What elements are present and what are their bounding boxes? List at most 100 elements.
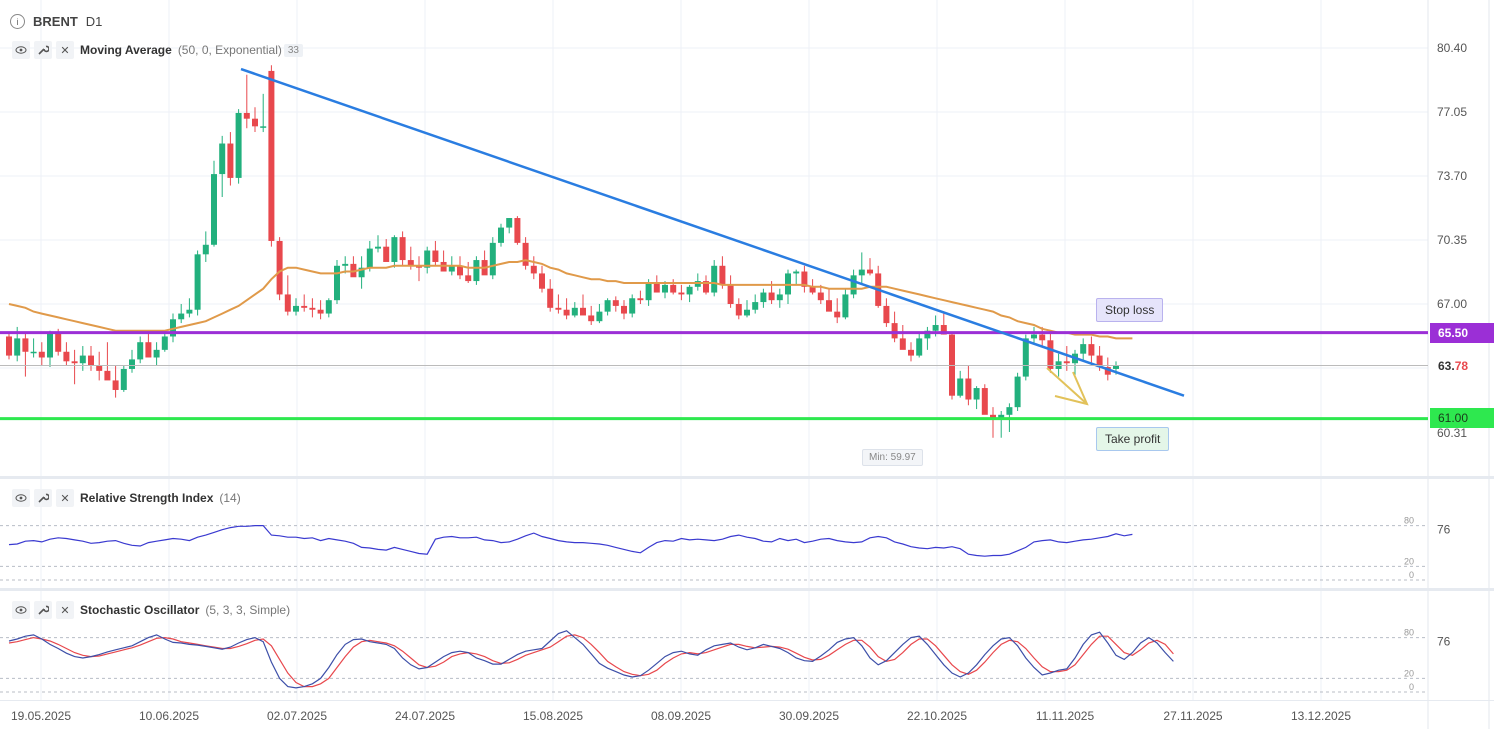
wrench-icon[interactable] [34,601,52,619]
candle [899,325,906,350]
candle [235,109,242,184]
candle-body [612,300,619,306]
info-icon[interactable]: i [10,14,25,29]
take-profit-price-tag: 61.00 [1430,408,1494,428]
level-label: 0 [1409,570,1414,580]
candle [440,250,447,272]
candle [686,284,693,303]
candle [104,342,111,381]
wrench-icon[interactable] [34,41,52,59]
candle [30,338,37,358]
time-tick-label: 27.11.2025 [1163,709,1222,723]
candle-body [391,237,398,262]
candle-body [112,380,119,390]
candle [834,298,841,324]
eye-icon[interactable] [12,41,30,59]
candle-body [842,294,849,318]
candle [1031,326,1037,345]
candle-body [120,368,127,390]
candle [243,74,250,129]
candle [71,349,78,385]
stoch-header: ✕ Stochastic Oscillator (5, 3, 3, Simple… [12,601,290,619]
candle [850,269,857,299]
close-icon[interactable]: ✕ [56,489,74,507]
candle [153,342,160,366]
candle-body [22,338,29,352]
candle [867,258,873,276]
candle [1047,330,1054,373]
candle-body [596,311,603,322]
candle-body [129,359,135,369]
candle [6,332,12,360]
candle [670,279,677,295]
candle [473,256,480,285]
candle-body [908,349,914,356]
candle [219,135,226,198]
candle [88,346,94,371]
time-tick-label: 22.10.2025 [907,709,967,723]
candle-body [588,315,595,322]
candle-body [571,307,578,316]
close-icon[interactable]: ✕ [56,41,74,59]
candle-body [1096,355,1103,368]
close-icon[interactable]: ✕ [56,601,74,619]
candle [580,294,586,316]
stop-loss-label[interactable]: Stop loss [1096,298,1164,322]
candle [719,256,726,289]
candle-body [358,267,365,278]
candle [227,132,234,186]
candle [424,246,431,274]
candle [416,256,422,282]
candle [334,260,340,304]
candle [178,304,185,324]
candle-body [1031,334,1037,339]
candle-body [375,246,381,249]
price-tick-label: 60.31 [1437,426,1467,440]
eye-icon[interactable] [12,601,30,619]
candle-body [514,218,521,243]
candle [489,237,496,280]
price-tick-label: 80.40 [1437,41,1467,55]
candle-body [678,292,685,295]
time-axis-ticks: 19.05.2025 10.06.2025 02.07.2025 24.07.2025… [11,709,1351,723]
candle [309,298,316,318]
candle [358,256,365,289]
candle-body [1006,407,1013,415]
candle-body [1047,340,1054,369]
candle-body [768,292,775,301]
ma-badge: 33 [283,43,303,57]
candle-body [47,332,53,358]
candle-body [96,365,103,371]
candle [858,252,865,283]
wrench-icon[interactable] [34,489,52,507]
candle [325,298,332,318]
candle-body [1022,338,1029,377]
stoch-name: Stochastic Oscillator [80,603,200,617]
arrow-head [1054,371,1089,406]
candle-body [465,275,472,282]
level-label: 20 [1404,556,1414,566]
candle [481,250,488,276]
candle [973,386,980,410]
candle [547,279,554,312]
candle-body [932,325,939,331]
candle [120,365,127,392]
candle [940,313,947,335]
candle-body [473,260,480,282]
take-profit-label[interactable]: Take profit [1096,427,1170,451]
candle-body [211,174,217,245]
level-label: 20 [1404,668,1414,678]
candle-body [899,338,906,350]
candle-body [916,338,923,356]
candle [498,223,504,247]
trend-line [240,67,1185,397]
candle [744,300,750,318]
level-label: 80 [1404,516,1414,526]
rsi-header: ✕ Relative Strength Index (14) [12,489,241,507]
symbol-header: i BRENT D1 [10,14,102,29]
candle-body [703,281,709,293]
eye-icon[interactable] [12,489,30,507]
candle [916,332,923,358]
candle-body [38,351,45,358]
